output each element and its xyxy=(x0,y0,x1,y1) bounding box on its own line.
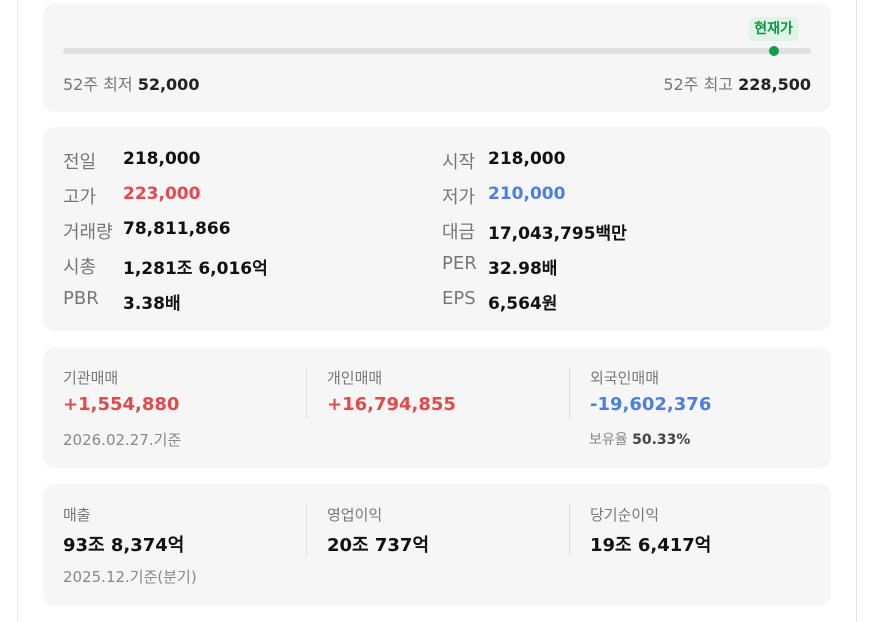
current-price-marker xyxy=(768,46,779,56)
fin-revenue: 매출 93조 8,374억 xyxy=(63,504,184,556)
week52-low-label: 52주 최저 xyxy=(63,75,133,94)
stat-label: PBR xyxy=(63,288,99,309)
fin-net-income: 당기순이익 19조 6,417억 xyxy=(569,504,711,556)
week52-high-value: 228,500 xyxy=(738,75,811,94)
week52-high-label: 52주 최고 xyxy=(663,75,734,94)
stat-label: 시작 xyxy=(442,152,476,173)
fin-label: 당기순이익 xyxy=(590,506,660,524)
trading-value: -19,602,376 xyxy=(590,394,712,415)
trading-value: +16,794,855 xyxy=(327,394,456,415)
week52-low: 52주 최저 52,000 xyxy=(63,71,199,95)
fin-value: 93조 8,374억 xyxy=(63,535,185,556)
stat-value: 6,564원 xyxy=(488,294,558,314)
fin-date-note: 2025.12.기준(분기) xyxy=(63,568,197,586)
fin-value: 20조 737억 xyxy=(327,535,430,556)
stat-label: 시총 xyxy=(63,257,97,278)
price-range-track: 현재가 xyxy=(63,17,811,56)
current-price-badge: 현재가 xyxy=(748,17,799,41)
price-stats-card: 전일 218,000 시작 218,000 고가 223,000 저가 210,… xyxy=(43,127,831,331)
trading-individual: 개인매매 +16,794,855 xyxy=(306,367,456,419)
stat-label: PER xyxy=(442,253,477,274)
trading-label: 개인매매 xyxy=(327,369,383,387)
price-range-card: 현재가 52주 최저 52,000 52주 최고 228,500 xyxy=(43,3,831,112)
financials-card: 매출 93조 8,374억 영업이익 20조 737억 당기순이익 19조 6,… xyxy=(43,484,831,606)
stat-value: 32.98배 xyxy=(488,259,558,279)
stat-value: 223,000 xyxy=(123,184,201,204)
stat-label: 대금 xyxy=(442,222,476,243)
stat-label: 저가 xyxy=(442,187,476,208)
trading-value: +1,554,880 xyxy=(63,394,180,415)
foreign-holding-ratio: 보유율 50.33% xyxy=(589,429,690,449)
stat-label: EPS xyxy=(442,288,476,309)
fin-operating-income: 영업이익 20조 737억 xyxy=(306,504,429,556)
trading-label: 외국인매매 xyxy=(590,369,660,387)
week52-low-value: 52,000 xyxy=(137,75,200,94)
fin-label: 매출 xyxy=(63,506,91,524)
fin-value: 19조 6,417억 xyxy=(590,535,712,556)
stat-value: 17,043,795백만 xyxy=(488,224,627,244)
stat-value: 218,000 xyxy=(488,149,566,169)
investor-trading-card: 기관매매 +1,554,880 개인매매 +16,794,855 외국인매매 -… xyxy=(43,347,831,468)
holding-label: 보유율 xyxy=(589,432,628,448)
stat-value: 3.38배 xyxy=(123,294,181,314)
stat-label: 전일 xyxy=(63,152,97,173)
stat-label: 고가 xyxy=(63,187,97,208)
fin-label: 영업이익 xyxy=(327,506,383,524)
stat-label: 거래량 xyxy=(63,222,113,243)
holding-value: 50.33% xyxy=(632,432,691,448)
stat-value: 78,811,866 xyxy=(123,219,231,239)
trading-foreign: 외국인매매 -19,602,376 xyxy=(569,367,711,419)
trading-date-note: 2026.02.27.기준 xyxy=(63,431,182,449)
stat-value: 210,000 xyxy=(488,184,566,204)
stat-value: 1,281조 6,016억 xyxy=(123,259,268,279)
week52-high: 52주 최고 228,500 xyxy=(663,71,811,95)
trading-label: 기관매매 xyxy=(63,369,119,387)
trading-institution: 기관매매 +1,554,880 xyxy=(63,367,179,419)
stat-value: 218,000 xyxy=(123,149,201,169)
